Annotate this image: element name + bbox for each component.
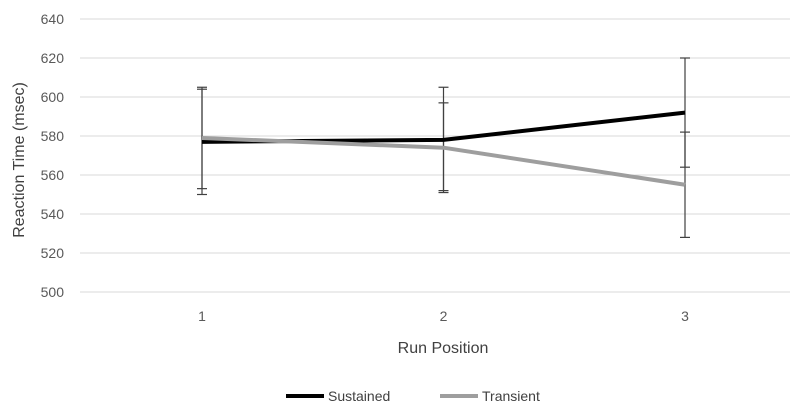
x-tick-label-3: 3 (681, 308, 689, 324)
y-axis-ticks: 500 520 540 560 580 600 620 640 (41, 11, 65, 300)
x-axis-ticks: 1 2 3 (198, 308, 689, 324)
y-tick-label-540: 540 (41, 206, 65, 222)
y-tick-label-620: 620 (41, 50, 65, 66)
x-axis-title: Run Position (398, 340, 489, 357)
y-tick-label-500: 500 (41, 284, 65, 300)
x-tick-label-1: 1 (198, 308, 206, 324)
gridlines (80, 18, 790, 293)
transient-series-line (201, 135, 686, 187)
legend: Sustained Transient (286, 388, 540, 404)
y-tick-label-560: 560 (41, 167, 65, 183)
x-tick-label-2: 2 (440, 308, 448, 324)
y-tick-label-640: 640 (41, 11, 65, 27)
y-axis-title: Reaction Time (msec) (11, 82, 28, 238)
legend-label-sustained: Sustained (328, 388, 390, 404)
series-lines (201, 110, 686, 187)
y-tick-label-600: 600 (41, 89, 65, 105)
legend-label-transient: Transient (482, 388, 540, 404)
y-tick-label-580: 580 (41, 128, 65, 144)
y-tick-label-520: 520 (41, 245, 65, 261)
